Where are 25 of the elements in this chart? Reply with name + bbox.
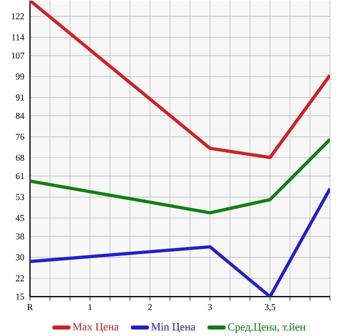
x-tick-label: 3 <box>208 304 212 310</box>
y-tick-label: 45 <box>16 215 24 222</box>
line-series <box>30 0 330 160</box>
legend-label: Min Цена <box>151 323 196 333</box>
y-tick-label: 30 <box>16 254 24 260</box>
y-tick-label: 61 <box>16 173 24 180</box>
y-tick-label: 76 <box>16 134 24 140</box>
x-tick-label: 3,5 <box>264 304 276 312</box>
y-tick-label: 114 <box>12 34 24 40</box>
y-tick-label: 22 <box>16 275 24 282</box>
y-tick-label: 122 <box>12 13 24 20</box>
legend-label: Сред.Цена, т.йен <box>228 322 306 333</box>
y-tick-label: 107 <box>12 52 24 59</box>
y-tick-label: 68 <box>16 154 24 161</box>
y-tick-label: 15 <box>16 294 24 300</box>
x-tick-label: 1 <box>88 304 92 310</box>
y-tick-label: 99 <box>16 74 24 80</box>
y-tick-label: 84 <box>16 112 24 119</box>
x-tick-label: 2 <box>148 304 152 310</box>
y-tick-label: 91 <box>16 94 24 101</box>
y-tick-label: 53 <box>16 194 24 200</box>
x-tick-label: R <box>27 304 33 310</box>
line-series <box>30 138 330 214</box>
legend-label: Max Цена <box>72 323 119 333</box>
y-tick-label: 38 <box>16 233 24 240</box>
